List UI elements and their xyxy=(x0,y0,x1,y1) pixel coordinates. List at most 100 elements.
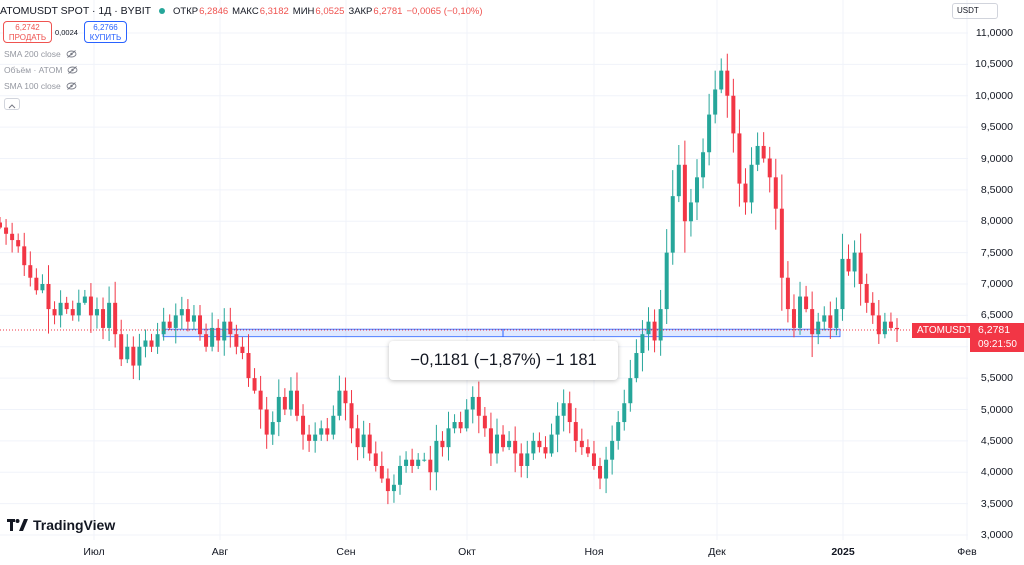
sell-label: ПРОДАТЬ xyxy=(8,33,47,42)
hidden-eye-icon[interactable] xyxy=(66,82,77,90)
candle-body xyxy=(367,434,372,454)
candle-body xyxy=(385,478,390,492)
candle-body xyxy=(222,321,227,341)
candle-body xyxy=(373,453,378,466)
candle-body xyxy=(525,453,530,466)
candle-body xyxy=(840,258,845,310)
candle-body xyxy=(846,258,851,272)
time-tick-label: Дек xyxy=(708,546,726,558)
candle-body xyxy=(725,70,730,96)
candle-body xyxy=(488,428,493,454)
candle-body xyxy=(161,321,166,335)
candle-body xyxy=(404,459,409,466)
candle-body xyxy=(834,309,839,328)
close-label: ЗАКР xyxy=(348,5,373,17)
candlestick-series xyxy=(0,53,899,505)
candle-body xyxy=(561,403,566,416)
indicator-sma200[interactable]: SMA 200 close xyxy=(4,49,77,59)
symbol-price-tag: ATOMUSDT xyxy=(912,323,973,338)
candle-body xyxy=(585,447,590,454)
candle-body xyxy=(76,302,81,316)
candle-body xyxy=(82,296,87,303)
buy-button[interactable]: 6,2766 КУПИТЬ xyxy=(84,21,127,43)
candle-body xyxy=(94,309,99,316)
candle-body xyxy=(185,309,190,322)
price-tick-label: 4,0000 xyxy=(980,466,1013,479)
price-tick-label: 7,5000 xyxy=(980,246,1013,259)
sell-button[interactable]: 6,2742 ПРОДАТЬ xyxy=(3,21,52,43)
price-tick-label: 5,0000 xyxy=(980,403,1013,416)
candle-body xyxy=(785,277,790,310)
candle-body xyxy=(422,459,427,461)
candle-body xyxy=(143,340,148,347)
candle-body xyxy=(634,353,639,379)
indicator-label: SMA 200 close xyxy=(4,49,61,59)
candle-body xyxy=(719,70,724,90)
currency-button[interactable]: USDT xyxy=(952,3,998,19)
indicator-volume[interactable]: Объём · ATOM xyxy=(4,65,78,75)
collapse-legend-button[interactable] xyxy=(4,98,20,110)
candle-body xyxy=(640,334,645,354)
hidden-eye-icon[interactable] xyxy=(66,50,77,58)
candle-body xyxy=(391,484,396,492)
candle-body xyxy=(779,208,784,278)
indicator-sma100[interactable]: SMA 100 close xyxy=(4,81,77,91)
price-tick-label: 7,0000 xyxy=(980,278,1013,290)
candle-body xyxy=(113,302,118,335)
hidden-eye-icon[interactable] xyxy=(67,66,78,74)
candle-body xyxy=(46,284,51,310)
indicator-label: SMA 100 close xyxy=(4,81,61,91)
tag-symbol: ATOMUSDT xyxy=(917,325,973,336)
candle-body xyxy=(204,334,209,347)
symbol-title[interactable]: ATOMUSDT SPOT · 1Д · BYBIT xyxy=(0,5,152,17)
market-status-icon xyxy=(159,8,166,14)
candle-body xyxy=(555,415,560,435)
chevron-up-icon xyxy=(8,104,16,109)
indicator-label: Объём · ATOM xyxy=(4,65,63,75)
candle-body xyxy=(349,403,354,429)
candle-body xyxy=(567,403,572,423)
candle-body xyxy=(822,315,827,322)
price-tick-label: 9,5000 xyxy=(980,121,1013,134)
candle-body xyxy=(258,390,263,410)
countdown-value: 09:21:50 xyxy=(978,339,1017,350)
candle-body xyxy=(688,202,693,222)
candle-body xyxy=(628,378,633,404)
candle-body xyxy=(749,164,754,203)
tradingview-logo[interactable]: TradingView xyxy=(7,517,115,533)
candle-body xyxy=(701,152,706,178)
candle-body xyxy=(882,321,887,335)
candle-body xyxy=(125,346,130,360)
candle-body xyxy=(294,390,299,416)
candle-body xyxy=(70,309,75,316)
open-label: ОТКР xyxy=(173,5,199,17)
candle-body xyxy=(476,396,481,416)
candle-body xyxy=(507,440,512,448)
candle-body xyxy=(379,465,384,479)
candle-body xyxy=(791,309,796,328)
price-tick-label: 10,0000 xyxy=(975,89,1013,102)
candle-body xyxy=(64,302,69,310)
candle-body xyxy=(870,302,875,316)
candle-body xyxy=(210,327,215,347)
candle-body xyxy=(58,302,63,316)
candle-body xyxy=(52,309,57,316)
price-tick-label: 10,5000 xyxy=(975,58,1013,71)
candle-body xyxy=(761,145,766,159)
candle-body xyxy=(519,453,524,466)
chart-legend: ATOMUSDT SPOT · 1Д · BYBIT ОТКР 6,2846 М… xyxy=(0,0,487,22)
candle-body xyxy=(107,302,112,328)
candle-body xyxy=(858,252,863,284)
candle-body xyxy=(331,415,336,435)
candle-body xyxy=(246,353,251,379)
candle-body xyxy=(137,346,142,366)
price-tick-label: 11,0000 xyxy=(975,27,1013,39)
candle-body xyxy=(470,396,475,410)
candle-body xyxy=(798,296,803,328)
tradingview-logo-icon xyxy=(7,519,28,531)
candle-body xyxy=(682,164,687,222)
time-tick-label: Авг xyxy=(211,546,229,558)
candle-body xyxy=(252,378,257,391)
price-tick-label: 4,5000 xyxy=(980,434,1013,447)
